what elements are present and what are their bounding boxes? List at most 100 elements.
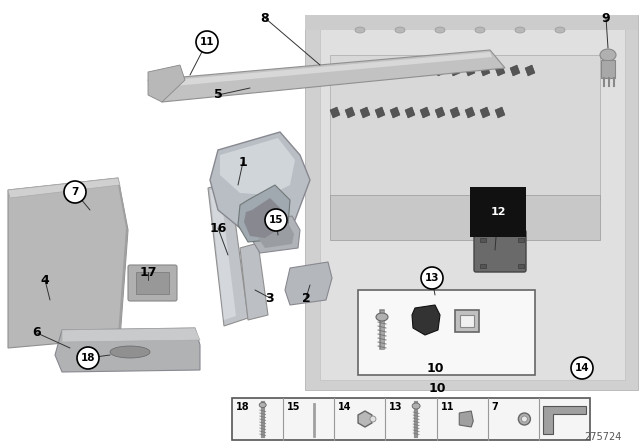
Polygon shape bbox=[220, 138, 295, 195]
Ellipse shape bbox=[600, 49, 616, 61]
Bar bbox=[358, 290, 535, 375]
Text: 13: 13 bbox=[425, 273, 439, 283]
Text: 18: 18 bbox=[236, 402, 250, 412]
Polygon shape bbox=[258, 223, 294, 248]
Bar bbox=[601, 60, 615, 78]
Text: 1: 1 bbox=[239, 155, 248, 168]
Polygon shape bbox=[405, 107, 415, 118]
FancyBboxPatch shape bbox=[128, 265, 177, 301]
Circle shape bbox=[64, 181, 86, 203]
Polygon shape bbox=[150, 52, 492, 88]
Text: 14: 14 bbox=[339, 402, 352, 412]
Polygon shape bbox=[510, 65, 520, 76]
Text: 13: 13 bbox=[389, 402, 403, 412]
Polygon shape bbox=[320, 22, 625, 380]
Polygon shape bbox=[330, 65, 340, 76]
Polygon shape bbox=[420, 107, 430, 118]
Polygon shape bbox=[330, 107, 340, 118]
Polygon shape bbox=[435, 65, 445, 76]
Polygon shape bbox=[495, 107, 505, 118]
Ellipse shape bbox=[259, 402, 266, 408]
Text: 275724: 275724 bbox=[584, 432, 622, 442]
Bar bbox=[480, 238, 486, 242]
Text: 18: 18 bbox=[81, 353, 95, 363]
Polygon shape bbox=[543, 406, 586, 434]
Text: 6: 6 bbox=[33, 327, 42, 340]
Bar bbox=[518, 238, 524, 242]
Polygon shape bbox=[480, 65, 490, 76]
Polygon shape bbox=[360, 107, 370, 118]
Polygon shape bbox=[420, 65, 430, 76]
Polygon shape bbox=[8, 178, 128, 348]
Circle shape bbox=[265, 209, 287, 231]
Polygon shape bbox=[238, 185, 290, 242]
Polygon shape bbox=[55, 328, 200, 372]
Text: 17: 17 bbox=[140, 266, 157, 279]
Polygon shape bbox=[460, 411, 473, 427]
Ellipse shape bbox=[110, 346, 150, 358]
Polygon shape bbox=[62, 328, 200, 342]
Polygon shape bbox=[360, 65, 370, 76]
Polygon shape bbox=[330, 55, 600, 200]
Polygon shape bbox=[375, 65, 385, 76]
Bar bbox=[480, 264, 486, 268]
Text: 3: 3 bbox=[266, 292, 275, 305]
Ellipse shape bbox=[515, 27, 525, 33]
Text: 12: 12 bbox=[490, 207, 506, 217]
Ellipse shape bbox=[522, 416, 527, 422]
Text: 9: 9 bbox=[602, 12, 611, 25]
Polygon shape bbox=[435, 107, 445, 118]
Polygon shape bbox=[244, 198, 282, 238]
Bar bbox=[455, 310, 479, 332]
Text: 7: 7 bbox=[71, 187, 79, 197]
Ellipse shape bbox=[355, 27, 365, 33]
Polygon shape bbox=[208, 182, 248, 326]
Text: 5: 5 bbox=[214, 89, 222, 102]
Polygon shape bbox=[240, 243, 268, 320]
Text: 2: 2 bbox=[301, 292, 310, 305]
Bar bbox=[518, 264, 524, 268]
Ellipse shape bbox=[412, 403, 420, 409]
Polygon shape bbox=[450, 65, 460, 76]
Ellipse shape bbox=[555, 27, 565, 33]
Ellipse shape bbox=[376, 313, 388, 321]
Ellipse shape bbox=[395, 27, 405, 33]
Polygon shape bbox=[495, 65, 505, 76]
Polygon shape bbox=[390, 107, 400, 118]
Text: 16: 16 bbox=[209, 221, 227, 234]
Polygon shape bbox=[525, 65, 535, 76]
Ellipse shape bbox=[518, 413, 531, 425]
Polygon shape bbox=[405, 65, 415, 76]
Text: 14: 14 bbox=[575, 363, 589, 373]
Text: 15: 15 bbox=[269, 215, 284, 225]
Polygon shape bbox=[345, 107, 355, 118]
Text: 11: 11 bbox=[200, 37, 214, 47]
Polygon shape bbox=[358, 411, 372, 427]
Ellipse shape bbox=[435, 27, 445, 33]
Text: 10: 10 bbox=[426, 362, 444, 375]
Bar bbox=[460, 315, 474, 327]
Text: 7: 7 bbox=[492, 402, 499, 412]
Polygon shape bbox=[465, 65, 475, 76]
Polygon shape bbox=[465, 107, 475, 118]
Text: 8: 8 bbox=[260, 12, 269, 25]
Polygon shape bbox=[210, 187, 236, 320]
Circle shape bbox=[421, 267, 443, 289]
Polygon shape bbox=[305, 15, 638, 390]
Polygon shape bbox=[480, 107, 490, 118]
Bar bbox=[136, 272, 169, 294]
Polygon shape bbox=[118, 185, 128, 338]
Ellipse shape bbox=[370, 416, 376, 422]
Polygon shape bbox=[252, 216, 300, 253]
Polygon shape bbox=[210, 132, 310, 230]
Circle shape bbox=[196, 31, 218, 53]
Polygon shape bbox=[285, 262, 332, 305]
Ellipse shape bbox=[475, 27, 485, 33]
Polygon shape bbox=[305, 15, 638, 30]
Polygon shape bbox=[148, 50, 505, 102]
Polygon shape bbox=[412, 305, 440, 335]
Polygon shape bbox=[148, 65, 185, 102]
Polygon shape bbox=[330, 195, 600, 240]
Polygon shape bbox=[8, 178, 120, 198]
Polygon shape bbox=[390, 65, 400, 76]
